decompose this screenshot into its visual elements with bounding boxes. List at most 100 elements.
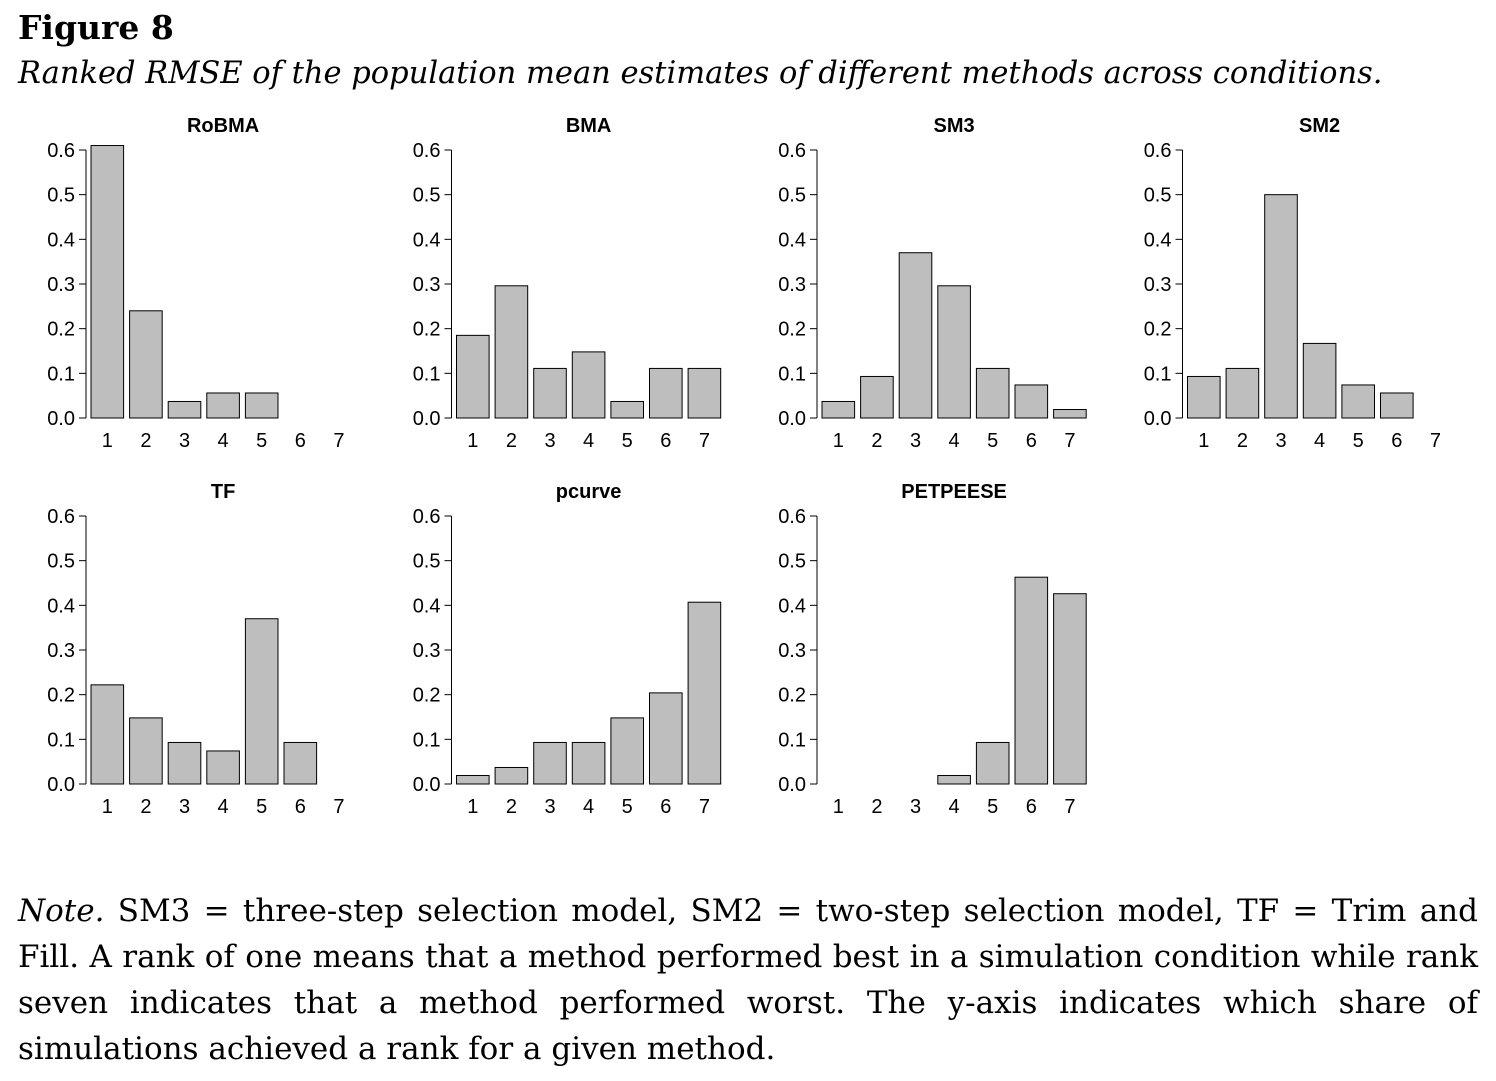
y-tick-label: 0.1 xyxy=(47,729,75,751)
x-tick-label: 7 xyxy=(333,796,344,818)
chart-title: TF xyxy=(211,481,235,503)
bar-charts-svg: RoBMA 0.0 0.1 0.2 0.3 0.4 0.5 0.6 1 2 3 4 5 6 7 BMA 0.0 0… xyxy=(47,115,1441,818)
y-tick-label: 0.1 xyxy=(413,729,441,751)
x-tick-label: 7 xyxy=(1430,430,1441,452)
bar-1 xyxy=(90,684,125,785)
y-tick-label: 0.5 xyxy=(413,185,441,207)
bar-2 xyxy=(860,375,894,419)
y-tick-label: 0.1 xyxy=(47,363,75,385)
y-tick-label: 0.6 xyxy=(413,506,441,528)
x-tick-label: 1 xyxy=(833,796,844,818)
x-tick-label: 5 xyxy=(256,796,267,818)
figure-caption: Ranked RMSE of the population mean estim… xyxy=(18,56,1383,91)
x-tick-label: 2 xyxy=(140,430,151,452)
x-tick-label: 5 xyxy=(987,796,998,818)
y-tick-label: 0.2 xyxy=(413,319,441,341)
x-tick-label: 3 xyxy=(544,796,555,818)
chart-title: BMA xyxy=(566,115,612,137)
bar-3 xyxy=(167,400,202,419)
y-tick-label: 0.3 xyxy=(778,640,806,662)
chart-panel-sm3: SM3 0.0 0.1 0.2 0.3 0.4 0.5 0.6 1 2 3 4 5 6 7 xyxy=(778,115,1087,452)
y-tick-label: 0.1 xyxy=(1144,363,1172,385)
x-tick-label: 7 xyxy=(333,430,344,452)
y-tick-label: 0.5 xyxy=(778,551,806,573)
bar-3 xyxy=(167,741,202,785)
bar-6 xyxy=(649,367,683,419)
y-tick-label: 0.2 xyxy=(778,685,806,707)
bar-4 xyxy=(206,750,240,785)
bar-7 xyxy=(1053,409,1087,419)
y-tick-label: 0.5 xyxy=(413,551,441,573)
chart-title: SM3 xyxy=(934,115,975,137)
x-tick-label: 3 xyxy=(1275,430,1286,452)
x-tick-label: 7 xyxy=(699,430,710,452)
y-tick-label: 0.4 xyxy=(1144,229,1172,251)
x-tick-label: 4 xyxy=(583,430,594,452)
y-tick-label: 0.6 xyxy=(47,506,75,528)
bar-1 xyxy=(821,400,856,419)
x-tick-label: 2 xyxy=(1237,430,1248,452)
bar-5 xyxy=(244,618,279,785)
x-tick-label: 6 xyxy=(1391,430,1402,452)
chart-panel-robma: RoBMA 0.0 0.1 0.2 0.3 0.4 0.5 0.6 1 2 3 4 5 6 7 xyxy=(47,115,344,452)
bar-2 xyxy=(129,717,163,785)
y-tick-label: 0.4 xyxy=(47,595,75,617)
y-tick-label: 0.3 xyxy=(413,640,441,662)
x-tick-label: 4 xyxy=(218,796,229,818)
bar-3 xyxy=(1264,194,1298,419)
bar-1 xyxy=(456,334,490,419)
bar-6 xyxy=(1014,384,1049,419)
y-tick-label: 0.6 xyxy=(778,140,806,162)
bar-4 xyxy=(937,285,971,419)
bar-4 xyxy=(937,775,971,785)
y-tick-label: 0.5 xyxy=(778,185,806,207)
x-tick-label: 4 xyxy=(949,796,960,818)
x-tick-label: 3 xyxy=(910,796,921,818)
x-tick-label: 6 xyxy=(295,796,306,818)
chart-title: PETPEESE xyxy=(901,481,1007,503)
bar-4 xyxy=(571,351,606,419)
x-tick-label: 5 xyxy=(622,430,633,452)
x-tick-label: 1 xyxy=(833,430,844,452)
y-tick-label: 0.3 xyxy=(778,274,806,296)
chart-grid: RoBMA 0.0 0.1 0.2 0.3 0.4 0.5 0.6 1 2 3 4 5 6 7 BMA 0.0 0… xyxy=(0,105,1496,845)
x-tick-label: 1 xyxy=(1198,430,1209,452)
bar-6 xyxy=(1014,576,1049,785)
x-tick-label: 7 xyxy=(699,796,710,818)
y-tick-label: 0.0 xyxy=(778,408,806,430)
figure-note: Note. SM3 = three-step selection model, … xyxy=(18,888,1478,1072)
x-tick-label: 2 xyxy=(506,430,517,452)
x-tick-label: 5 xyxy=(622,796,633,818)
y-tick-label: 0.2 xyxy=(413,685,441,707)
x-tick-label: 6 xyxy=(1026,796,1037,818)
chart-panel-tf: TF 0.0 0.1 0.2 0.3 0.4 0.5 0.6 1 2 3 4 5 6 7 xyxy=(47,481,344,818)
y-tick-label: 0.4 xyxy=(413,229,441,251)
x-tick-label: 3 xyxy=(179,430,190,452)
y-tick-label: 0.0 xyxy=(1144,408,1172,430)
chart-panel-petpeese: PETPEESE 0.0 0.1 0.2 0.3 0.4 0.5 0.6 1 2 3 4 5 6 7 xyxy=(778,481,1087,818)
x-tick-label: 2 xyxy=(871,430,882,452)
x-tick-label: 7 xyxy=(1064,796,1075,818)
x-tick-label: 2 xyxy=(140,796,151,818)
y-tick-label: 0.3 xyxy=(47,640,75,662)
bar-5 xyxy=(1341,384,1375,419)
y-tick-label: 0.1 xyxy=(413,363,441,385)
x-tick-label: 3 xyxy=(544,430,555,452)
y-tick-label: 0.3 xyxy=(1144,274,1172,296)
bar-4 xyxy=(206,392,240,419)
x-tick-label: 4 xyxy=(949,430,960,452)
bar-1 xyxy=(1187,375,1221,419)
bar-3 xyxy=(533,741,567,785)
y-tick-label: 0.0 xyxy=(47,774,75,796)
chart-title: pcurve xyxy=(556,481,622,503)
y-tick-label: 0.3 xyxy=(413,274,441,296)
y-tick-label: 0.0 xyxy=(47,408,75,430)
bar-6 xyxy=(1380,392,1414,419)
y-tick-label: 0.6 xyxy=(413,140,441,162)
y-tick-label: 0.6 xyxy=(47,140,75,162)
bar-5 xyxy=(975,741,1010,785)
bar-4 xyxy=(571,741,606,785)
x-tick-label: 6 xyxy=(660,430,671,452)
bar-1 xyxy=(90,145,125,419)
x-tick-label: 2 xyxy=(506,796,517,818)
